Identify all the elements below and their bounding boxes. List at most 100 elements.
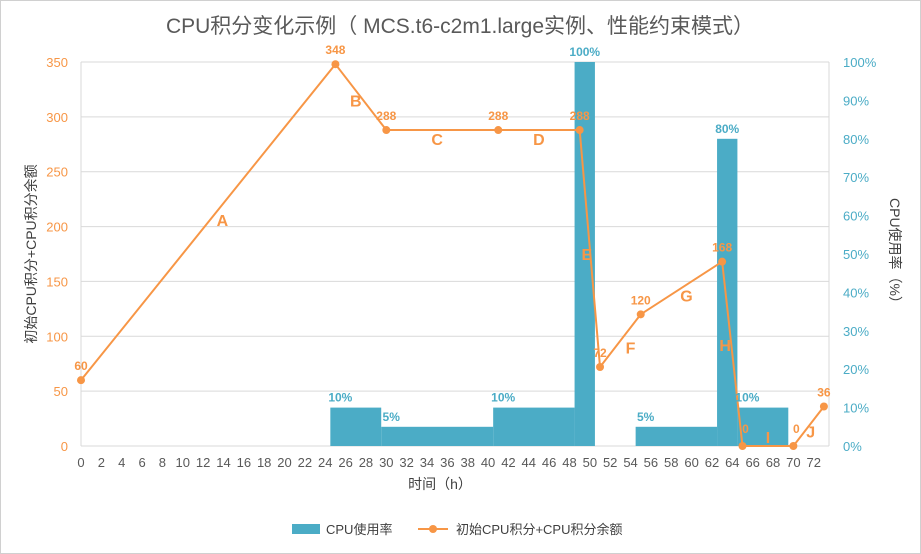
phase-annotation-b: B <box>350 93 362 110</box>
legend-bar-label: CPU使用率 <box>326 522 392 537</box>
right-tick-label: 50% <box>843 247 869 262</box>
x-tick-label: 48 <box>562 455 576 470</box>
line-data-label: 0 <box>793 422 800 436</box>
x-tick-label: 60 <box>684 455 698 470</box>
right-tick-label: 100% <box>843 55 877 70</box>
x-tick-label: 12 <box>196 455 210 470</box>
line-data-label: 36 <box>817 386 831 400</box>
x-tick-label: 20 <box>277 455 291 470</box>
x-tick-label: 18 <box>257 455 271 470</box>
phase-annotation-e: E <box>581 247 592 264</box>
right-tick-label: 80% <box>843 132 869 147</box>
bar-data-label: 10% <box>328 391 352 405</box>
bar-data-label: 5% <box>383 410 401 424</box>
usage-bar <box>330 407 382 446</box>
bar-data-label: 80% <box>715 122 739 136</box>
usage-bar <box>717 138 738 447</box>
left-tick-label: 250 <box>46 165 68 180</box>
right-tick-label: 30% <box>843 324 869 339</box>
x-tick-label: 42 <box>501 455 515 470</box>
right-tick-label: 90% <box>843 93 869 108</box>
x-tick-label: 46 <box>542 455 556 470</box>
line-data-label: 288 <box>376 109 396 123</box>
usage-bar <box>737 407 789 446</box>
phase-annotation-c: C <box>431 132 443 149</box>
credit-point <box>738 442 747 450</box>
phase-annotation-g: G <box>680 289 692 306</box>
legend-line-label: 初始CPU积分+CPU积分余额 <box>456 522 623 537</box>
credit-point <box>718 257 727 266</box>
x-tick-label: 6 <box>138 455 145 470</box>
usage-bar <box>574 62 595 446</box>
left-tick-label: 300 <box>46 110 68 125</box>
credit-point <box>789 442 798 450</box>
left-tick-label: 150 <box>46 274 68 289</box>
x-tick-label: 8 <box>159 455 166 470</box>
x-tick-label: 50 <box>583 455 597 470</box>
x-tick-label: 62 <box>705 455 719 470</box>
credit-point <box>494 126 503 135</box>
x-tick-label: 68 <box>766 455 780 470</box>
usage-bar <box>493 407 575 446</box>
phase-annotation-h: H <box>719 338 731 355</box>
x-tick-label: 0 <box>77 455 84 470</box>
x-tick-label: 38 <box>460 455 474 470</box>
x-tick-label: 44 <box>522 455 536 470</box>
x-tick-label: 56 <box>644 455 658 470</box>
line-data-label: 288 <box>570 109 590 123</box>
credit-point <box>575 126 584 135</box>
right-tick-label: 0% <box>843 439 862 454</box>
left-tick-label: 350 <box>46 55 68 70</box>
chart-title: CPU积分变化示例（ MCS.t6-c2m1.large实例、性能约束模式） <box>166 15 754 38</box>
x-tick-label: 34 <box>420 455 434 470</box>
credit-point <box>819 402 828 411</box>
bar-data-label: 10% <box>491 391 515 405</box>
x-tick-label: 54 <box>623 455 637 470</box>
line-data-label: 348 <box>325 43 345 57</box>
x-tick-label: 14 <box>216 455 230 470</box>
phase-annotation-d: D <box>533 132 545 149</box>
x-tick-label: 30 <box>379 455 393 470</box>
phase-annotation-a: A <box>217 213 229 230</box>
x-tick-label: 28 <box>359 455 373 470</box>
x-tick-label: 2 <box>98 455 105 470</box>
bar-data-label: 10% <box>735 391 759 405</box>
right-tick-label: 20% <box>843 362 869 377</box>
credit-point <box>596 363 605 372</box>
usage-bar <box>381 426 494 446</box>
left-axis-title: 初始CPU积分+CPU积分余额 <box>23 164 39 343</box>
x-axis-title: 时间（h） <box>408 476 472 492</box>
phase-annotation-i: I <box>766 430 770 447</box>
left-tick-label: 0 <box>61 439 68 454</box>
left-tick-label: 50 <box>54 384 68 399</box>
line-data-label: 72 <box>593 346 607 360</box>
x-tick-label: 4 <box>118 455 125 470</box>
left-tick-label: 200 <box>46 220 68 235</box>
x-tick-label: 16 <box>237 455 251 470</box>
credit-point <box>77 376 85 385</box>
bar-data-label: 100% <box>569 45 600 59</box>
right-tick-label: 60% <box>843 209 869 224</box>
x-tick-label: 58 <box>664 455 678 470</box>
x-tick-label: 52 <box>603 455 617 470</box>
x-tick-label: 26 <box>338 455 352 470</box>
x-tick-label: 64 <box>725 455 739 470</box>
right-axis-title: CPU使用率（%） <box>887 198 903 310</box>
left-tick-label: 100 <box>46 329 68 344</box>
credit-point <box>331 60 340 69</box>
x-tick-label: 24 <box>318 455 332 470</box>
credit-line <box>80 62 825 447</box>
line-data-label: 120 <box>631 293 651 307</box>
x-tick-label: 70 <box>786 455 800 470</box>
line-data-label: 168 <box>712 241 732 255</box>
legend-line-marker <box>429 525 437 533</box>
x-tick-label: 40 <box>481 455 495 470</box>
credit-point <box>382 126 391 135</box>
x-tick-label: 72 <box>807 455 821 470</box>
usage-bar <box>635 426 718 446</box>
credit-point <box>636 310 645 319</box>
x-tick-label: 10 <box>176 455 190 470</box>
legend-bar-swatch <box>292 524 320 534</box>
legend: CPU使用率 初始CPU积分+CPU积分余额 <box>292 522 623 537</box>
